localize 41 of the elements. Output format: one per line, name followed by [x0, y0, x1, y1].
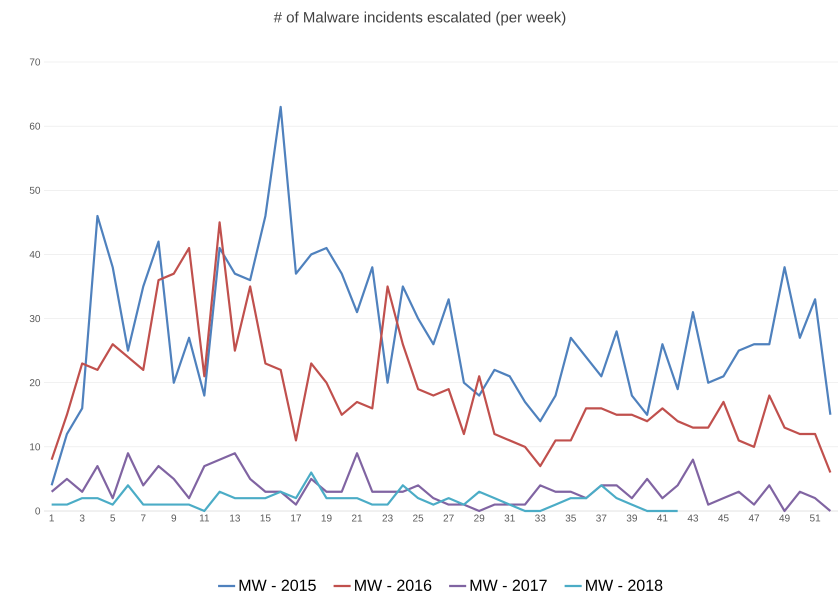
x-tick-label: 25 — [413, 514, 424, 522]
x-tick-label: 17 — [291, 514, 302, 522]
x-tick-label: 47 — [748, 514, 760, 522]
x-tick-label: 35 — [566, 514, 576, 522]
x-tick-label: 13 — [230, 514, 240, 522]
x-tick-label: 11 — [200, 514, 210, 522]
legend-label: MW - 2017 — [470, 580, 547, 591]
y-tick-label: 30 — [30, 315, 40, 322]
x-tick-label: 37 — [596, 514, 606, 522]
x-tick-label: 49 — [779, 514, 790, 522]
y-tick-label: 0 — [35, 507, 40, 515]
y-tick-label: 20 — [30, 379, 40, 386]
legend-label: MW - 2016 — [355, 580, 432, 591]
x-tick-label: 19 — [322, 514, 332, 522]
x-tick-label: 15 — [260, 514, 271, 522]
y-tick-label: 50 — [30, 186, 40, 194]
x-tick-label: 1 — [50, 514, 54, 522]
x-tick-label: 9 — [171, 514, 176, 522]
y-tick-label: 40 — [30, 250, 40, 258]
y-tick-label: 60 — [30, 122, 40, 130]
line-series — [50, 221, 832, 474]
line-series — [50, 106, 832, 486]
x-tick-label: 29 — [474, 514, 484, 522]
x-tick-label: 31 — [504, 514, 515, 522]
y-tick-label: 70 — [30, 58, 40, 66]
x-tick-label: 7 — [140, 514, 146, 522]
x-tick-label: 33 — [535, 514, 546, 522]
x-tick-label: 21 — [352, 514, 362, 522]
x-tick-label: 23 — [382, 514, 393, 522]
x-tick-label: 45 — [718, 514, 729, 522]
x-tick-label: 41 — [657, 514, 668, 522]
x-tick-label: 27 — [444, 514, 454, 522]
x-tick-label: 39 — [626, 514, 637, 522]
chart-title: # of Malware incidents escalated (per week) — [274, 12, 566, 26]
legend-label: MW - 2018 — [586, 580, 662, 591]
x-tick-label: 43 — [688, 514, 698, 522]
x-tick-label: 5 — [110, 514, 116, 522]
legend-label: MW - 2015 — [240, 580, 316, 591]
x-tick-label: 51 — [810, 514, 820, 522]
x-tick-label: 3 — [80, 514, 85, 522]
y-tick-label: 10 — [30, 443, 40, 450]
